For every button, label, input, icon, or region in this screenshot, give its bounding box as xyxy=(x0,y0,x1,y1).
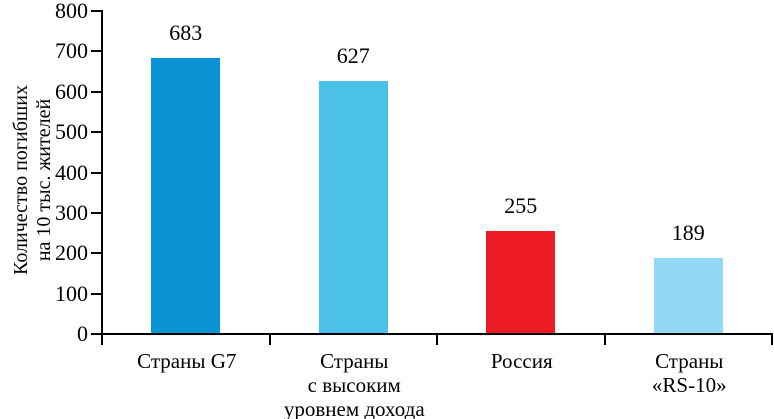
bar-value-label: 255 xyxy=(504,193,538,219)
y-axis-tick-label: 200 xyxy=(55,240,88,266)
category-label-line: Страны G7 xyxy=(137,349,237,373)
x-axis-tick xyxy=(771,335,773,345)
bar-value-label: 683 xyxy=(169,20,203,46)
category-label: Россия xyxy=(428,349,616,373)
y-axis-tick xyxy=(91,292,101,295)
x-axis-line xyxy=(101,333,773,335)
x-axis-tick xyxy=(603,335,606,345)
category-label-line: Страны xyxy=(320,349,389,373)
y-axis-tick-label: 400 xyxy=(55,159,88,185)
bar xyxy=(653,257,723,333)
y-axis-tick xyxy=(91,333,101,335)
bar xyxy=(151,58,221,333)
x-axis-tick xyxy=(101,335,103,345)
category-label: Страны «RS-10» xyxy=(596,349,774,397)
y-axis-tick-label: 300 xyxy=(55,199,88,225)
y-axis-tick xyxy=(91,50,101,53)
y-axis-tick xyxy=(91,171,101,174)
category-label-line: уровнем дохода xyxy=(283,397,425,419)
bar-value-label: 627 xyxy=(336,42,370,68)
y-axis-tick-label: 700 xyxy=(55,38,88,64)
category-label: Страны G7 xyxy=(93,349,281,373)
y-axis-tick-label: 0 xyxy=(77,321,88,346)
y-axis-tick xyxy=(91,10,101,12)
bar xyxy=(486,231,556,333)
y-axis-tick-label: 100 xyxy=(55,280,88,306)
x-axis-tick xyxy=(436,335,438,345)
category-label-line: Россия xyxy=(490,349,553,373)
y-axis-tick xyxy=(91,90,101,93)
bar-value-label: 189 xyxy=(671,219,705,245)
y-axis-tick-label: 500 xyxy=(55,119,88,145)
y-axis-tick-label: 800 xyxy=(55,0,88,23)
category-label-line: с высоким xyxy=(307,373,401,397)
y-axis-line xyxy=(101,10,103,335)
y-axis-tick xyxy=(91,211,101,214)
category-label-line: Страны xyxy=(655,349,724,373)
x-axis-tick xyxy=(268,335,271,345)
category-label-line: «RS-10» xyxy=(651,373,727,397)
y-axis-tick xyxy=(91,252,101,255)
category-label: Страны с высоким уровнем дохода xyxy=(261,349,449,419)
bar xyxy=(318,80,388,333)
y-axis-tick xyxy=(91,131,101,134)
y-axis-tick-label: 600 xyxy=(55,78,88,104)
